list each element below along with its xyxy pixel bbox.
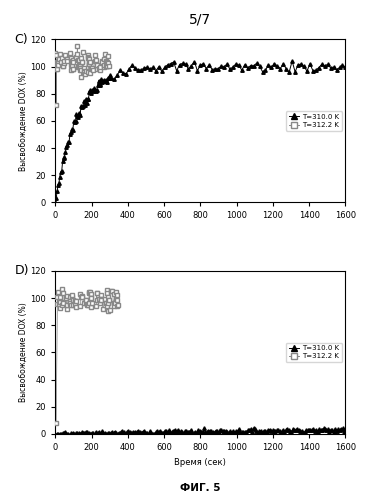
Text: 5/7: 5/7 xyxy=(189,12,211,26)
T=312.2 K xyxy=(107,63,112,69)
Y-axis label: Высвобождение DOX (%): Высвобождение DOX (%) xyxy=(19,302,28,402)
T=312.2 K xyxy=(68,50,73,56)
T=310.0 K xyxy=(136,67,140,73)
T=312.2 K xyxy=(106,60,111,66)
T=312.2 K xyxy=(57,301,61,307)
T=312.2 K xyxy=(75,43,80,49)
Legend: T=310.0 K, T=312.2 K: T=310.0 K, T=312.2 K xyxy=(286,343,342,362)
T=312.2 K xyxy=(59,59,64,65)
T=310.0 K xyxy=(321,426,326,432)
T=312.2 K xyxy=(87,300,91,306)
T=310.0 K xyxy=(343,429,348,435)
X-axis label: Время (сек): Время (сек) xyxy=(174,458,226,467)
T=310.0 K xyxy=(70,430,75,436)
T=312.2 K xyxy=(101,55,106,61)
Text: ФИГ. 5: ФИГ. 5 xyxy=(180,483,221,493)
T=312.2 K xyxy=(60,286,64,292)
T=312.2 K xyxy=(107,307,112,313)
T=310.0 K xyxy=(58,174,62,180)
T=310.0 K xyxy=(66,139,70,145)
T=310.0 K xyxy=(343,64,348,70)
T=312.2 K xyxy=(85,52,90,58)
T=312.2 K xyxy=(53,49,58,55)
T=312.2 K xyxy=(116,302,120,308)
T=312.2 K xyxy=(105,290,109,296)
Text: C): C) xyxy=(14,33,28,46)
T=310.0 K xyxy=(332,429,336,435)
T=310.0 K xyxy=(60,158,65,164)
Line: T=312.2 K: T=312.2 K xyxy=(54,44,111,106)
Legend: T=310.0 K, T=312.2 K: T=310.0 K, T=312.2 K xyxy=(286,111,342,131)
T=310.0 K xyxy=(251,425,256,431)
T=310.0 K xyxy=(290,58,294,64)
Line: T=310.0 K: T=310.0 K xyxy=(53,59,347,204)
T=310.0 K xyxy=(76,114,81,120)
T=310.0 K xyxy=(340,62,345,68)
T=310.0 K xyxy=(53,432,58,438)
T=312.2 K xyxy=(55,300,60,306)
T=312.2 K xyxy=(54,102,58,108)
T=312.2 K xyxy=(54,420,58,426)
Text: D): D) xyxy=(14,264,29,277)
T=310.0 K xyxy=(108,430,113,436)
Line: T=312.2 K: T=312.2 K xyxy=(55,287,120,425)
Y-axis label: Высвобождение DOX (%): Высвобождение DOX (%) xyxy=(19,71,28,171)
T=312.2 K xyxy=(60,299,65,305)
T=310.0 K xyxy=(132,430,136,436)
Line: T=310.0 K: T=310.0 K xyxy=(53,426,347,437)
T=310.0 K xyxy=(53,200,58,206)
T=310.0 K xyxy=(92,432,97,438)
T=312.2 K xyxy=(69,62,73,68)
T=310.0 K xyxy=(65,431,69,437)
